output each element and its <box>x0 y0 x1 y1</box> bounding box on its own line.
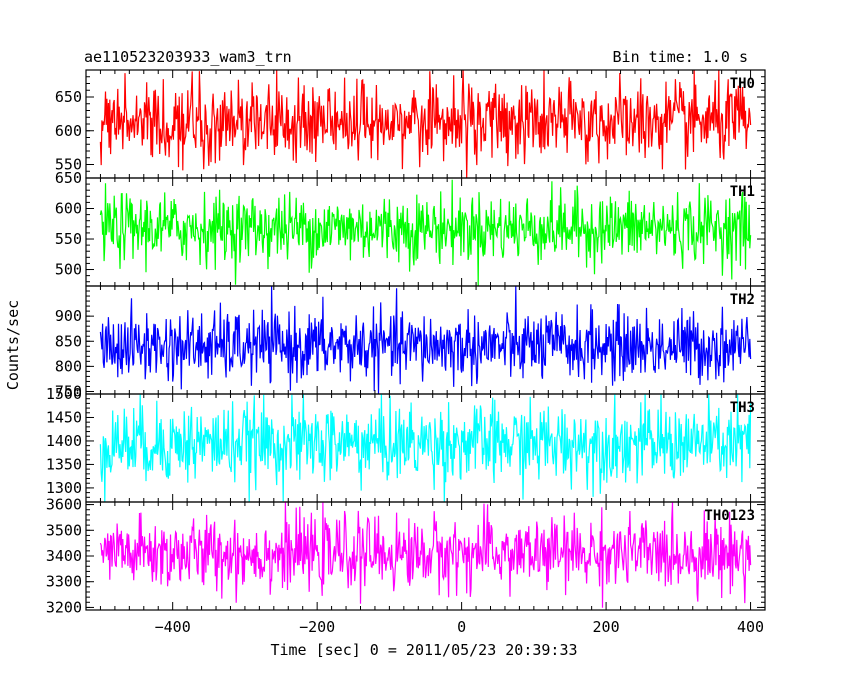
panel-label-th0123: TH0123 <box>704 508 755 524</box>
panel-label-th3: TH3 <box>730 400 755 416</box>
x-tick-label: 200 <box>593 618 620 636</box>
series-line-th2 <box>99 285 752 395</box>
panel-label-th1: TH1 <box>730 184 755 200</box>
panel-label-th2: TH2 <box>730 292 755 308</box>
panel-th2: 750 800 850 900 TH2 <box>55 285 766 400</box>
y-tick-label: 1500 <box>46 385 82 403</box>
chart-title: ae110523203933_wam3_trn <box>84 48 292 66</box>
y-tick-label: 1300 <box>46 479 82 497</box>
y-tick-label: 3300 <box>46 573 82 591</box>
y-tick-label: 1400 <box>46 432 82 450</box>
y-tick-label: 600 <box>55 122 82 140</box>
y-tick-label: 800 <box>55 357 82 375</box>
y-tick-label: 1450 <box>46 408 82 426</box>
panel-label-th0: TH0 <box>730 76 755 92</box>
y-tick-label: 3500 <box>46 521 82 539</box>
panel-th0123: 3200 3300 3400 3500 3600 TH0123 <box>46 496 766 616</box>
y-tick-label: 3600 <box>46 496 82 514</box>
y-tick-label: 600 <box>55 200 82 218</box>
y-tick-label: 900 <box>55 307 82 325</box>
x-axis-title: Time [sec] 0 = 2011/05/23 20:39:33 <box>270 641 577 659</box>
x-tick-label: 400 <box>737 618 764 636</box>
y-tick-label: 650 <box>55 169 82 187</box>
bin-time-label: Bin time: 1.0 s <box>613 48 748 66</box>
panel-th0: 550 600 650 TH0 <box>55 69 766 179</box>
x-tick-label: −200 <box>299 618 335 636</box>
x-tick-label: −400 <box>155 618 191 636</box>
y-tick-label: 650 <box>55 88 82 106</box>
y-tick-label: 750 <box>55 382 82 400</box>
panels-group: 550 600 650 TH0 500 550 600 650 TH1 750 800 850 900 T… <box>46 69 766 636</box>
x-tick-label: 0 <box>457 618 466 636</box>
series-line-th3 <box>99 393 752 503</box>
y-tick-label: 850 <box>55 332 82 350</box>
series-line-th0 <box>99 69 752 179</box>
panel-th1: 500 550 600 650 TH1 <box>55 169 766 287</box>
y-tick-label: 550 <box>55 156 82 174</box>
y-tick-label: 3400 <box>46 547 82 565</box>
y-tick-label: 3200 <box>46 598 82 616</box>
y-tick-label: 1350 <box>46 455 82 473</box>
y-tick-label: 500 <box>55 261 82 279</box>
panel-th3: 1300 1350 1400 1450 1500 TH3 <box>46 385 766 503</box>
y-axis-title: Counts/sec <box>4 300 22 390</box>
y-tick-label: 550 <box>55 230 82 248</box>
series-line-th0123 <box>99 501 752 608</box>
series-line-th1 <box>99 179 752 286</box>
